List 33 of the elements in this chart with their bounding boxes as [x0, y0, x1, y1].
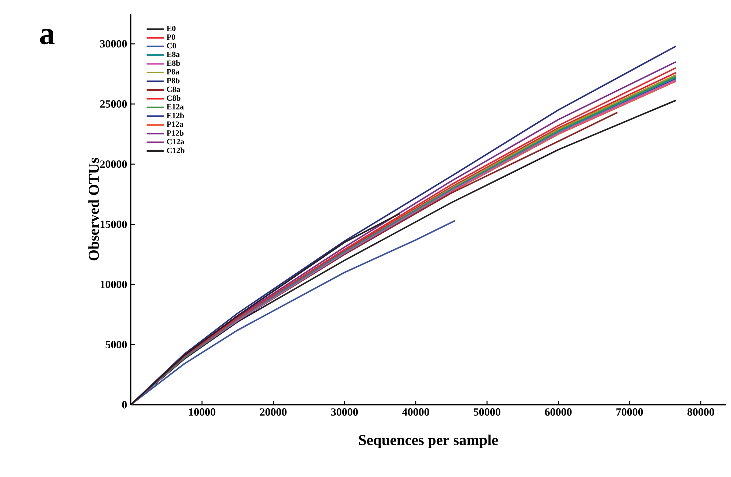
y-tick-label: 20000: [100, 160, 128, 168]
y-tick-label: 30000: [100, 40, 128, 48]
y-tick-label: 15000: [100, 220, 128, 228]
legend-label: C0: [167, 43, 176, 49]
legend-label: E12b: [166, 112, 184, 119]
legend-label: P12a: [166, 122, 184, 128]
y-axis-title: Observed OTUs: [88, 158, 100, 261]
y-tick-label: 5000: [106, 341, 128, 349]
x-tick-label: 40000: [402, 408, 430, 416]
x-tick-label: 70000: [616, 408, 644, 416]
y-tick-label: 25000: [100, 100, 128, 108]
legend-label: P12b: [166, 130, 184, 136]
x-tick-label: 10000: [189, 408, 216, 416]
legend-label: P8b: [166, 78, 180, 84]
legend-label: P0: [166, 34, 176, 40]
legend-label: C8a: [167, 86, 180, 92]
text: a: [40, 29, 55, 45]
legend-label: E8a: [166, 52, 180, 58]
legend-label: E8b: [166, 60, 180, 66]
legend-label: P8a: [166, 69, 180, 75]
x-tick-label: 80000: [688, 408, 714, 416]
x-tick-label: 30000: [331, 408, 358, 416]
y-tick-label: 10000: [100, 280, 128, 288]
legend-label: C12b: [167, 148, 185, 154]
x-tick-label: 60000: [545, 408, 572, 416]
x-tick-label: 20000: [260, 408, 287, 416]
y-tick-label: 0: [122, 401, 128, 409]
legend-label: C12a: [167, 139, 184, 145]
legend-label: E0: [166, 26, 176, 32]
x-axis-title: Sequences per sample: [359, 434, 498, 448]
legend-label: C8b: [167, 95, 181, 102]
legend-label: E12a: [166, 104, 184, 110]
x-tick-label: 50000: [474, 408, 501, 416]
